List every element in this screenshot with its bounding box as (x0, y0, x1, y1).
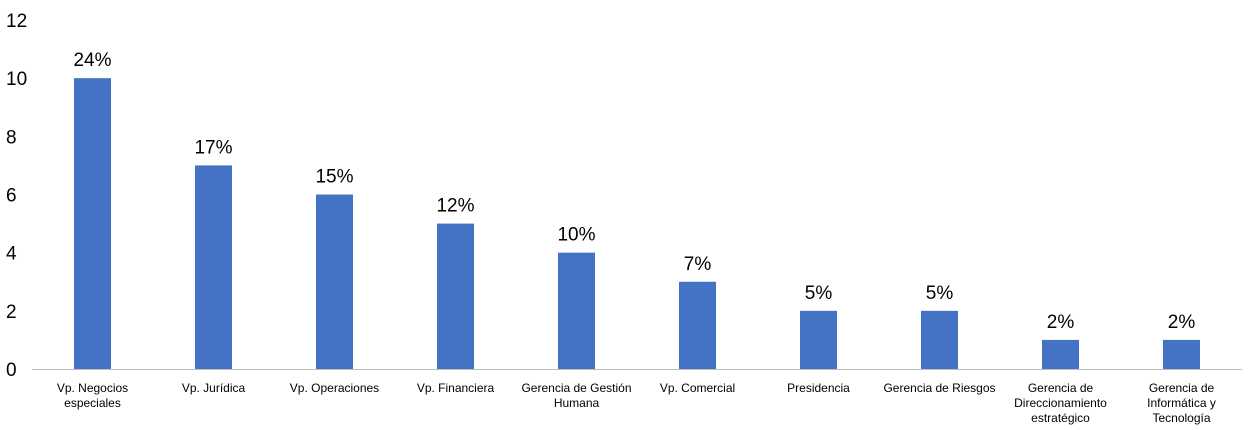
y-tick-label: 2 (6, 302, 17, 323)
x-tick-label: Presidencia (787, 381, 850, 395)
data-label: 12% (436, 196, 474, 217)
x-tick-label: Gerencia de Direccionamiento estratégico (1014, 381, 1107, 425)
data-label: 5% (805, 283, 833, 304)
bar (195, 165, 232, 369)
x-tick-label: Vp. Financiera (417, 381, 495, 395)
bar (1042, 339, 1079, 369)
x-tick-label: Gerencia de Informática y Tecnología (1147, 381, 1216, 425)
y-tick-label: 4 (6, 244, 17, 265)
x-tick-label: Vp. Negocios especiales (57, 381, 128, 410)
bar (679, 281, 716, 369)
y-tick-label: 8 (6, 127, 17, 148)
data-label: 2% (1168, 312, 1196, 333)
x-tick-label: Gerencia de Riesgos (883, 381, 995, 395)
bar-series (74, 78, 1200, 370)
y-tick-label: 12 (6, 11, 27, 32)
data-label: 15% (315, 167, 353, 188)
x-tick-label: Vp. Comercial (660, 381, 735, 395)
data-label: 10% (557, 225, 595, 246)
y-tick-label: 6 (6, 186, 17, 207)
bar (316, 194, 353, 369)
y-axis-ticks: 0 2 4 6 8 10 12 (6, 11, 27, 381)
bar (1163, 339, 1200, 369)
bar (558, 252, 595, 369)
data-label: 24% (73, 50, 111, 71)
data-label: 5% (926, 283, 954, 304)
x-tick-label: Vp. Jurídica (182, 381, 246, 395)
x-axis-ticks: Vp. Negocios especiales Vp. Jurídica Vp. Op… (57, 381, 1216, 425)
data-labels: 24% 17% 15% 12% 10% 7% 5% 5% 2% 2% (73, 50, 1195, 333)
y-tick-label: 0 (6, 360, 17, 381)
bar (74, 78, 111, 370)
data-label: 17% (194, 137, 232, 158)
y-tick-label: 10 (6, 69, 27, 90)
x-tick-label: Vp. Operaciones (290, 381, 379, 395)
bar (921, 310, 958, 369)
bar (800, 310, 837, 369)
data-label: 7% (684, 254, 712, 275)
x-tick-label: Gerencia de Gestión Humana (521, 381, 631, 410)
bar (437, 223, 474, 369)
data-label: 2% (1047, 312, 1075, 333)
